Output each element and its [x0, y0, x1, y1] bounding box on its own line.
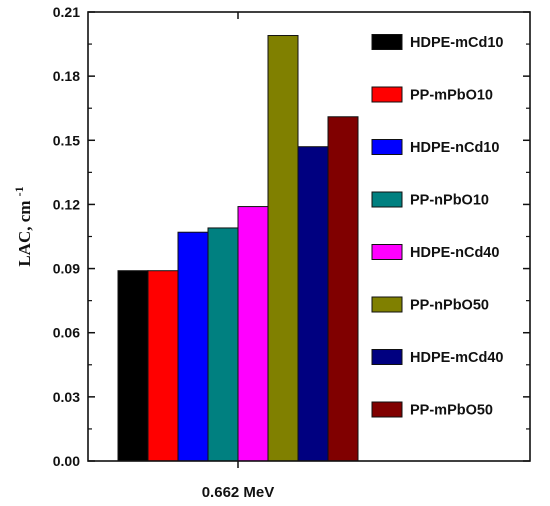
legend-label: PP-mPbO10: [410, 88, 493, 104]
y-tick-label: 0.00: [53, 453, 80, 469]
bar-pp-mpbo10: [147, 270, 179, 462]
legend-label: PP-mPbO50: [410, 403, 493, 419]
legend-swatch: [371, 349, 403, 365]
legend-swatch: [371, 296, 403, 313]
legend-swatch: [371, 34, 403, 50]
plot-frame: [87, 11, 531, 462]
y-axis-tick-labels: 0.00 0.03 0.06 0.09 0.12 0.15 0.18 0.21: [53, 4, 80, 469]
bar-pp-mpbo50: [327, 116, 359, 462]
legend-label: HDPE-mCd40: [410, 350, 503, 366]
y-axis-title-superscript: -1: [12, 186, 26, 196]
legend-swatch: [371, 139, 403, 155]
legend-swatch: [371, 191, 403, 208]
y-axis-title-text: LAC, cm: [15, 201, 34, 267]
legend-label: HDPE-nCd40: [410, 245, 499, 261]
y-tick-label: 0.21: [53, 4, 80, 20]
legend-swatch: [371, 244, 403, 260]
bars: [117, 35, 359, 462]
legend-swatch: [371, 86, 403, 103]
legend-label: PP-nPbO50: [410, 298, 489, 314]
legend-label: HDPE-mCd10: [410, 35, 503, 51]
y-axis-title: LAC, cm -1: [12, 186, 34, 266]
legend-label: HDPE-nCd10: [410, 140, 499, 156]
x-category-label: 0.662 MeV: [202, 484, 275, 501]
legend-swatch: [371, 401, 403, 418]
legend-label: PP-nPbO10: [410, 193, 489, 209]
legend: HDPE-mCd10 PP-mPbO10 HDPE-nCd10 PP-nPbO10 HD…: [371, 34, 503, 419]
bar-hdpe-mcd40: [297, 146, 329, 462]
y-tick-label: 0.15: [53, 132, 80, 148]
y-tick-label: 0.12: [53, 196, 80, 212]
y-tick-label: 0.09: [53, 261, 80, 277]
y-tick-label: 0.06: [53, 325, 80, 341]
y-tick-label: 0.03: [53, 389, 80, 405]
bar-hdpe-mcd10: [117, 270, 149, 462]
bar-pp-npbo10: [207, 227, 239, 462]
bar-pp-npbo50: [267, 35, 299, 462]
y-tick-label: 0.18: [53, 68, 80, 84]
bar-hdpe-ncd40: [237, 206, 269, 462]
bar-hdpe-ncd10: [177, 231, 209, 462]
